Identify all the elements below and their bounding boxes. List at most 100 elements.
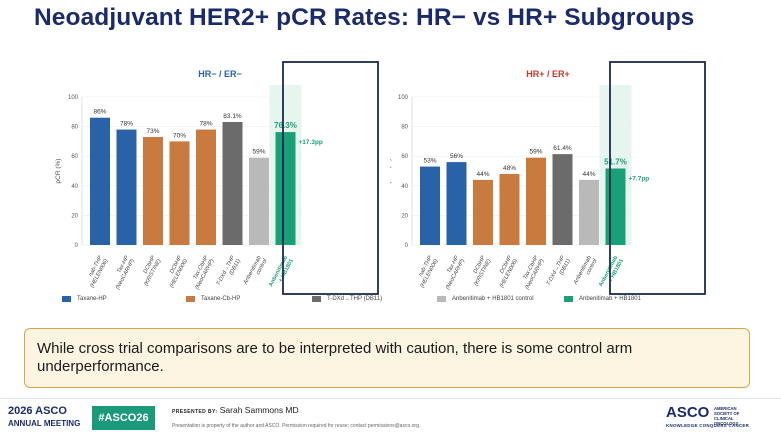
callout-text: While cross trial comparisons are to be … xyxy=(37,340,633,375)
data-label: 86% xyxy=(93,109,106,116)
bar xyxy=(446,162,467,245)
legend-label: T-DXd→THP (DB11) xyxy=(327,296,383,302)
chart-title: HR+ / ER+ xyxy=(526,69,570,79)
data-label: 61.4% xyxy=(553,145,572,152)
data-label: 78% xyxy=(120,121,133,128)
asco-wordmark: ASCO xyxy=(666,404,710,421)
x-tick-label: DCbHP(HELEN006) xyxy=(163,255,189,289)
disclaimer: Presentation is property of the author a… xyxy=(172,423,421,429)
legend-item-anbenitimab-control: Anbenitimab + HB1801 control xyxy=(437,296,534,302)
meeting-name: ANNUAL MEETING xyxy=(8,419,81,428)
chart-hr-positive: HR+ / ER+ 0 20 40 60 80 100 pCR (%) 53% nab-THP(H… xyxy=(390,61,706,295)
hashtag-text: #ASCO26 xyxy=(98,412,149,424)
data-label: 56% xyxy=(450,153,463,160)
legend-label: Taxane-HP xyxy=(77,296,107,302)
chart-title: HR− / ER− xyxy=(198,69,242,79)
presenter: PRESENTED BY: Sarah Sammons MD xyxy=(172,405,299,415)
bar xyxy=(552,154,573,245)
y-tick-label: 20 xyxy=(71,213,78,219)
legend-swatch xyxy=(564,296,573,302)
y-tick-label: 80 xyxy=(71,125,78,131)
data-label: 83.1% xyxy=(223,113,242,120)
footer-divider xyxy=(0,398,781,399)
legend-swatch xyxy=(312,296,321,302)
legend-swatch xyxy=(186,296,195,302)
data-label: 78% xyxy=(199,121,212,128)
bar xyxy=(249,157,269,245)
legend-swatch xyxy=(437,296,446,302)
x-tick-label: Tax-HP(NeoCARHP) xyxy=(439,255,466,291)
x-tick-label: DCbHP(KRISTINE) xyxy=(468,255,493,287)
bar xyxy=(143,136,163,245)
y-tick-label: 40 xyxy=(71,184,78,190)
callout-box: While cross trial comparisons are to be … xyxy=(24,328,750,388)
x-tick-label: Tax-CbHP(NeoCARHP) xyxy=(519,255,546,291)
x-tick-label: DCbHP(KRISTINE) xyxy=(138,255,163,287)
y-tick-label: 20 xyxy=(401,213,408,219)
data-label: 73% xyxy=(146,128,159,135)
legend: Taxane-HP Taxane-Cb-HP T-DXd→THP (DB11) … xyxy=(0,296,781,312)
chart-hr-negative: HR− / ER− 0 20 40 60 80 100 pCR (%) 86% nab-THP(H… xyxy=(55,61,379,295)
y-tick-label: 100 xyxy=(68,95,79,101)
y-tick-label: 80 xyxy=(401,125,408,131)
data-label: 48% xyxy=(503,165,516,172)
legend-item-tdxd: T-DXd→THP (DB11) xyxy=(312,296,382,302)
data-label: 44% xyxy=(582,171,595,178)
legend-item-taxane-hp: Taxane-HP xyxy=(62,296,107,302)
x-tick-label: Anbenitimab+ HB1801 xyxy=(598,255,625,291)
asco-society-name: AMERICAN SOCIETY OF CLINICAL ONCOLOGY xyxy=(714,406,740,426)
bar xyxy=(605,168,626,245)
y-tick-label: 100 xyxy=(398,95,409,101)
data-label: 59% xyxy=(252,149,265,156)
slide-title: Neoadjuvant HER2+ pCR Rates: HR− vs HR+ … xyxy=(34,4,695,31)
legend-item-taxane-cb-hp: Taxane-Cb-HP xyxy=(186,296,240,302)
x-tick-label: nab-THP(HELEN006) xyxy=(414,255,440,289)
data-label: 59% xyxy=(529,149,542,156)
x-tick-label: Tax-CbHP(NeoCARHP) xyxy=(189,255,216,291)
delta-label: +7.7pp xyxy=(629,175,650,182)
data-label: 44% xyxy=(476,171,489,178)
bar xyxy=(473,179,493,245)
x-tick-label: Anbenitimabcontrol xyxy=(572,254,598,289)
legend-label: Anbenitimab + HB1801 xyxy=(579,296,641,302)
asco-society-logo: ASCO AMERICAN SOCIETY OF CLINICAL ONCOLO… xyxy=(666,404,749,428)
asco-meeting-logo: 2026 ASCO ANNUAL MEETING xyxy=(8,406,80,429)
presented-by-label: PRESENTED BY: xyxy=(172,409,218,415)
bar xyxy=(222,122,243,245)
delta-label: +17.3pp xyxy=(299,139,323,146)
legend-label: Anbenitimab + HB1801 control xyxy=(452,296,534,302)
x-tick-label: Anbenitimab+ HB1801 xyxy=(268,255,295,291)
hashtag-badge: #ASCO26 xyxy=(92,406,155,430)
y-tick-label: 40 xyxy=(401,184,408,190)
y-tick-label: 60 xyxy=(401,154,408,160)
y-tick-label: 60 xyxy=(71,154,78,160)
y-axis-label: pCR (%) xyxy=(55,159,62,184)
bar xyxy=(169,141,190,245)
x-tick-label: Tax-HP(NeoCARHP) xyxy=(109,255,136,291)
bar xyxy=(275,132,296,245)
data-label: 70% xyxy=(173,132,186,139)
data-label: 76.3% xyxy=(274,121,297,130)
x-tick-label: T-DXd→THP(DB11) xyxy=(216,255,242,290)
bar xyxy=(420,166,440,245)
bar xyxy=(90,117,110,245)
bar xyxy=(579,179,599,245)
x-tick-label: nab-THP(HELEN006) xyxy=(84,255,110,289)
meeting-year: 2026 ASCO xyxy=(8,405,67,417)
x-tick-label: DCbHP(HELEN006) xyxy=(493,255,519,289)
data-label: 51.7% xyxy=(604,157,627,166)
presenter-name: Sarah Sammons MD xyxy=(219,405,299,415)
bar xyxy=(499,173,520,245)
y-tick-label: 0 xyxy=(75,243,79,249)
x-tick-label: Anbenitimabcontrol xyxy=(242,254,268,289)
y-axis-label: pCR (%) xyxy=(390,159,392,184)
legend-item-anbenitimab: Anbenitimab + HB1801 xyxy=(564,296,641,302)
legend-label: Taxane-Cb-HP xyxy=(201,296,241,302)
highlight-box xyxy=(609,61,706,295)
asco-tagline: KNOWLEDGE CONQUERS CANCER xyxy=(666,423,750,428)
highlight-box xyxy=(282,61,379,295)
legend-swatch xyxy=(62,296,71,302)
bar xyxy=(116,129,137,245)
bar xyxy=(526,157,546,245)
x-tick-label: T-DXd→THP(DB11) xyxy=(546,255,572,290)
